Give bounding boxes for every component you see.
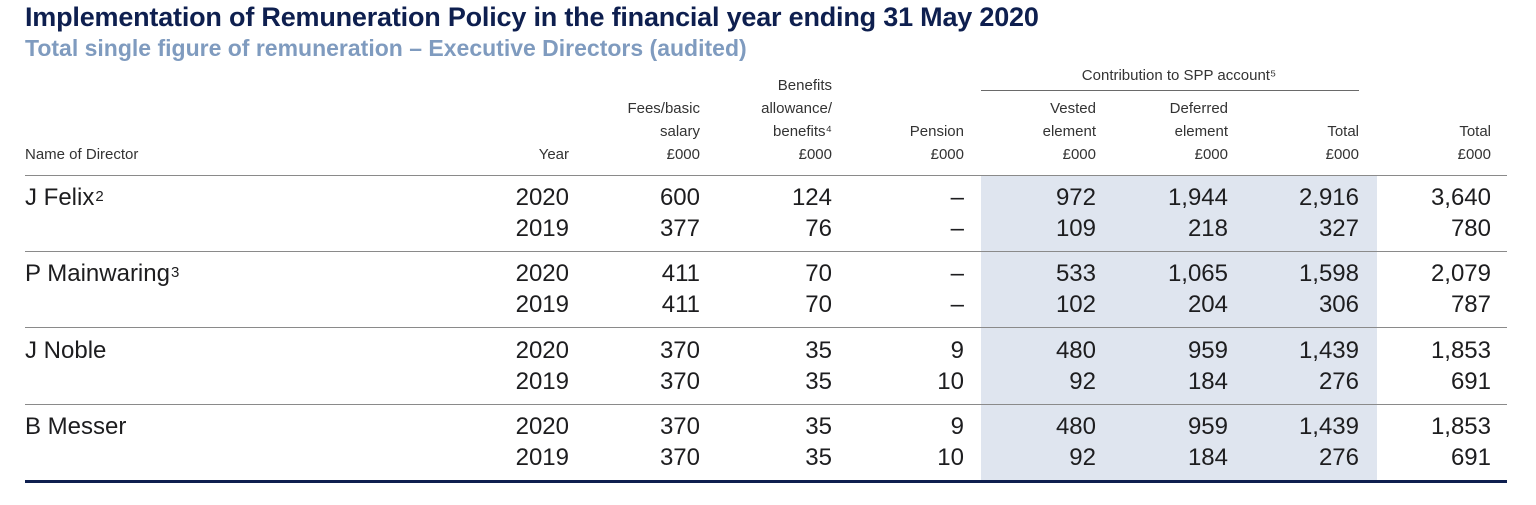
cell-vested: 92 — [1069, 444, 1096, 471]
row-divider — [25, 251, 1507, 252]
director-name-text: B Messer — [25, 413, 127, 440]
cell-year: 2019 — [515, 368, 569, 395]
cell-fees: 600 — [659, 184, 700, 211]
cell-spp-total: 1,598 — [1298, 260, 1359, 287]
table-bottom-rule — [25, 480, 1507, 483]
director-name-text: J Felix — [25, 184, 95, 211]
director-name: P Mainwaring3 — [25, 258, 179, 289]
cell-deferred: 959 — [1187, 337, 1228, 364]
header-year: Year — [538, 146, 569, 163]
cell-pension: 10 — [937, 444, 964, 471]
cell-deferred: 1,065 — [1167, 260, 1228, 287]
cell-deferred: 1,944 — [1167, 184, 1228, 211]
cell-vested: 102 — [1055, 291, 1096, 318]
header-rule — [25, 175, 1507, 176]
cell-benefits: 35 — [805, 413, 832, 440]
cell-fees: 411 — [661, 260, 700, 287]
cell-vested: 480 — [1055, 337, 1096, 364]
spp-group-rule — [981, 90, 1359, 91]
cell-benefits: 70 — [805, 260, 832, 287]
cell-total: 691 — [1450, 368, 1491, 395]
header-spp-total: Total £000 — [1325, 123, 1359, 163]
cell-total: 691 — [1450, 444, 1491, 471]
cell-deferred: 959 — [1187, 413, 1228, 440]
cell-pension: 9 — [950, 413, 964, 440]
header-benefits: Benefits allowance/ benefits⁴ £000 — [761, 77, 832, 163]
cell-total: 1,853 — [1430, 413, 1491, 440]
cell-pension: 10 — [937, 368, 964, 395]
cell-spp-total: 1,439 — [1298, 413, 1359, 440]
cell-pension: – — [950, 291, 964, 318]
cell-year: 2020 — [515, 337, 569, 364]
cell-benefits: 35 — [805, 444, 832, 471]
cell-pension: – — [950, 260, 964, 287]
director-name: B Messer — [25, 411, 126, 442]
cell-total: 780 — [1450, 215, 1491, 242]
cell-year: 2019 — [515, 215, 569, 242]
row-divider — [25, 327, 1507, 328]
cell-spp-total: 306 — [1318, 291, 1359, 318]
header-pension: Pension £000 — [909, 123, 964, 163]
cell-year: 2019 — [515, 444, 569, 471]
director-name-text: P Mainwaring — [25, 260, 170, 287]
cell-pension: – — [950, 184, 964, 211]
cell-benefits: 70 — [805, 291, 832, 318]
row-divider — [25, 404, 1507, 405]
cell-deferred: 218 — [1187, 215, 1228, 242]
cell-vested: 972 — [1055, 184, 1096, 211]
director-name: J Felix2 — [25, 182, 104, 213]
footnote-marker: 3 — [170, 264, 180, 281]
page-subtitle: Total single figure of remuneration – Ex… — [25, 35, 747, 61]
cell-vested: 92 — [1069, 368, 1096, 395]
cell-fees: 377 — [659, 215, 700, 242]
cell-spp-total: 276 — [1318, 444, 1359, 471]
cell-pension: 9 — [950, 337, 964, 364]
cell-total: 3,640 — [1430, 184, 1491, 211]
cell-benefits: 76 — [805, 215, 832, 242]
cell-spp-total: 276 — [1318, 368, 1359, 395]
cell-deferred: 184 — [1187, 444, 1228, 471]
page-title: Implementation of Remuneration Policy in… — [25, 2, 1039, 32]
cell-spp-total: 327 — [1318, 215, 1359, 242]
cell-fees: 370 — [659, 413, 700, 440]
spp-shaded-region — [981, 176, 1377, 482]
cell-year: 2020 — [515, 184, 569, 211]
header-fees: Fees/basic salary £000 — [627, 100, 700, 163]
cell-year: 2020 — [515, 413, 569, 440]
cell-vested: 533 — [1055, 260, 1096, 287]
header-vested: Vested element £000 — [1042, 100, 1096, 163]
header-deferred: Deferred element £000 — [1169, 100, 1228, 163]
cell-spp-total: 1,439 — [1298, 337, 1359, 364]
cell-vested: 109 — [1055, 215, 1096, 242]
cell-vested: 480 — [1055, 413, 1096, 440]
director-name-text: J Noble — [25, 337, 107, 364]
director-name: J Noble — [25, 335, 106, 366]
cell-deferred: 204 — [1187, 291, 1228, 318]
cell-benefits: 35 — [805, 368, 832, 395]
cell-deferred: 184 — [1187, 368, 1228, 395]
cell-fees: 370 — [659, 368, 700, 395]
cell-total: 1,853 — [1430, 337, 1491, 364]
footnote-marker: 2 — [95, 188, 104, 205]
cell-fees: 370 — [659, 337, 700, 364]
cell-benefits: 124 — [791, 184, 832, 211]
cell-total: 2,079 — [1430, 260, 1491, 287]
cell-spp-total: 2,916 — [1298, 184, 1359, 211]
cell-year: 2019 — [515, 291, 569, 318]
cell-year: 2020 — [515, 260, 569, 287]
header-name: Name of Director — [25, 146, 139, 163]
cell-fees: 370 — [659, 444, 700, 471]
header-total: Total £000 — [1457, 123, 1491, 163]
spp-group-header: Contribution to SPP account⁵ — [1081, 67, 1277, 84]
cell-benefits: 35 — [805, 337, 832, 364]
cell-total: 787 — [1450, 291, 1491, 318]
cell-pension: – — [950, 215, 964, 242]
cell-fees: 411 — [661, 291, 700, 318]
